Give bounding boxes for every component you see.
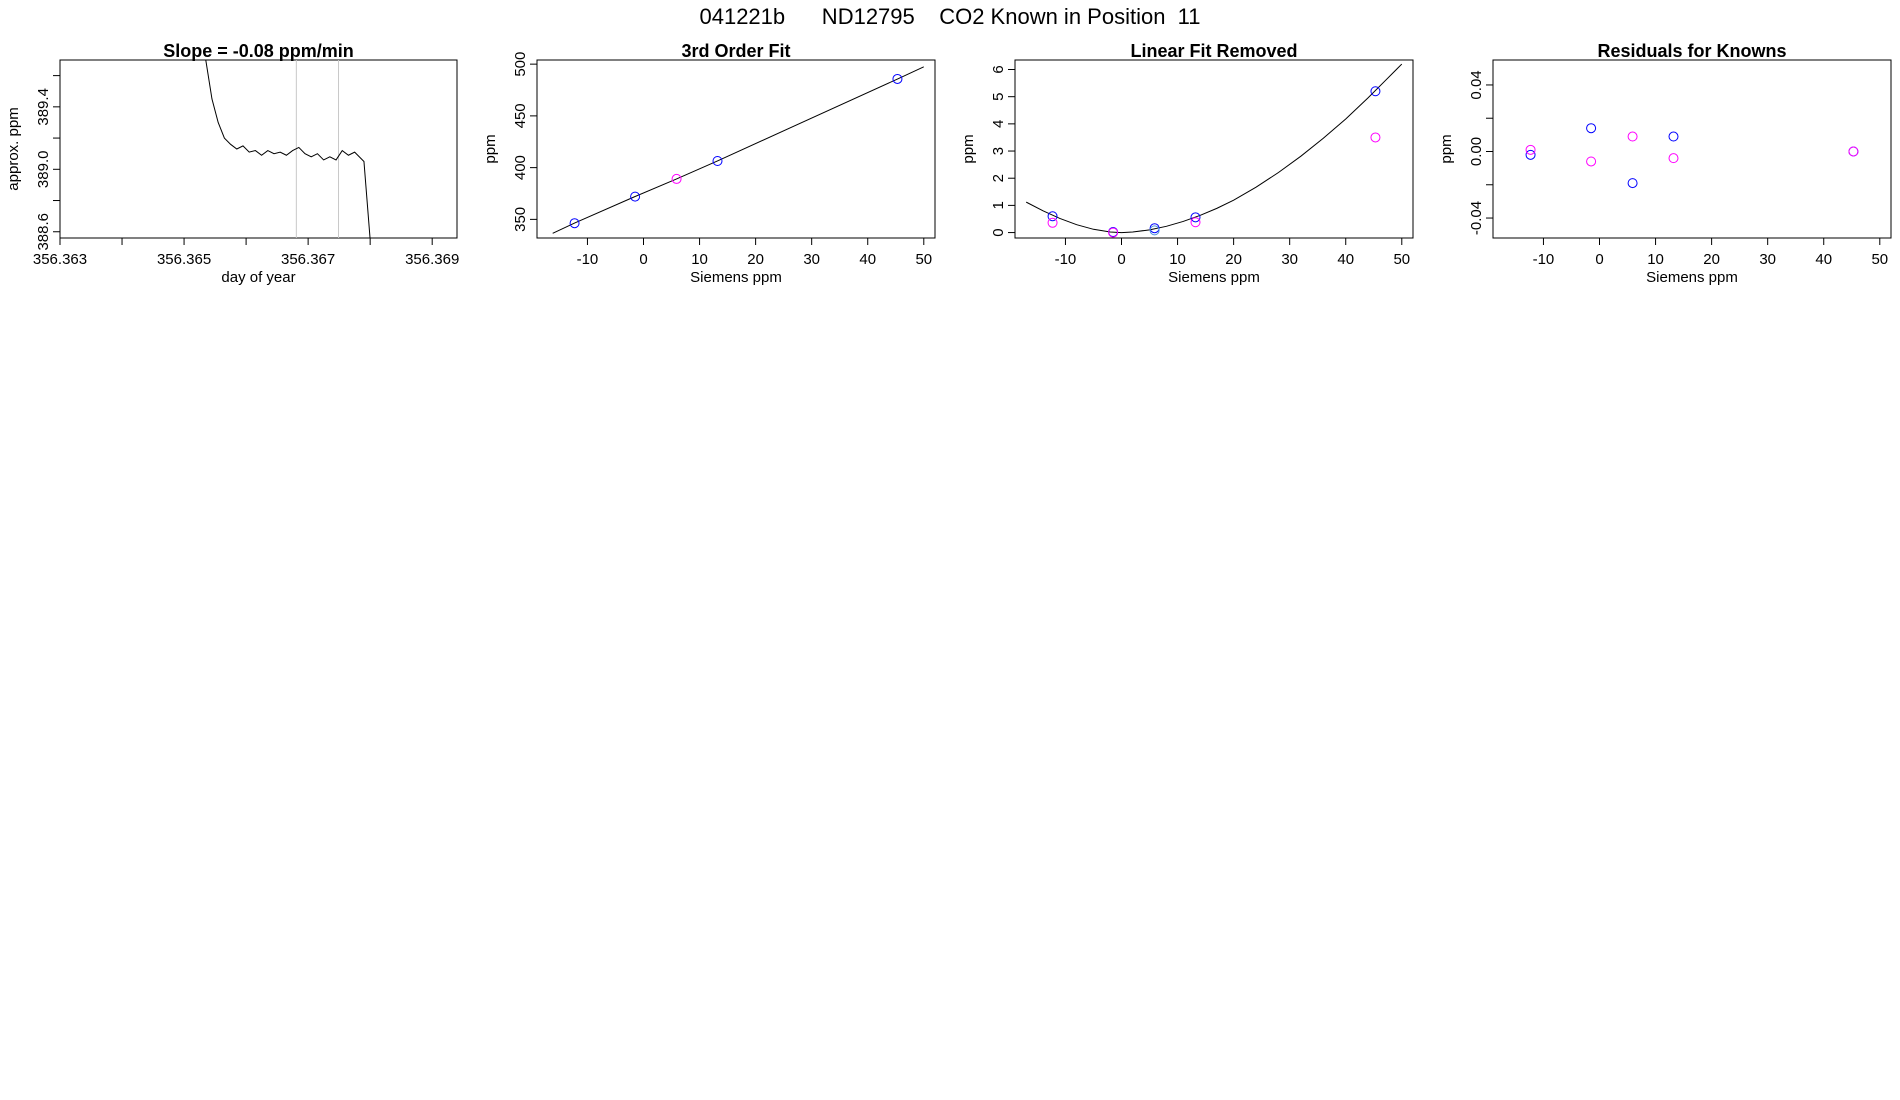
y-axis-label: ppm [960,134,977,163]
y-tick-label: 0 [990,228,1007,236]
y-tick-label: 4 [990,120,1007,128]
plot-data-area [205,60,371,238]
fit-line [1025,63,1403,234]
y-tick-label: 389.0 [35,151,52,189]
x-tick-label: -10 [577,251,599,268]
data-point [1190,217,1201,228]
fit-line [552,66,924,234]
y-tick-label: 3 [990,147,1007,155]
plot-data-area [1525,123,1859,189]
x-tick-label: 356.365 [157,251,211,268]
x-tick-label: 10 [691,251,708,268]
chart-panel-4 [1486,59,1892,245]
x-tick-label: 356.363 [33,251,87,268]
plot-frame [536,59,936,239]
x-tick-label: 356.367 [281,251,335,268]
data-point [712,156,723,167]
data-point [630,191,641,202]
data-point [1370,132,1381,143]
y-tick-label: 0.04 [1468,70,1485,99]
y-tick-label: 500 [512,52,529,77]
panel-title: Residuals for Knowns [1597,41,1786,61]
y-axis-label: approx. ppm [5,107,22,190]
data-point [892,73,903,84]
plot-frame [1014,59,1414,239]
x-tick-label: 20 [1225,251,1242,268]
data-point [1525,144,1536,155]
x-tick-label: 30 [803,251,820,268]
y-tick-label: 450 [512,103,529,128]
x-tick-label: 0 [639,251,647,268]
plot-data-area [552,66,924,234]
x-tick-label: 0 [1595,251,1603,268]
plot-data-area [1025,63,1403,238]
data-point [1525,149,1536,160]
y-tick-label: 400 [512,155,529,180]
data-point [1627,178,1638,189]
x-axis-label: Siemens ppm [1168,269,1260,286]
plot-frame [59,59,458,239]
data-point [1190,212,1201,223]
data-point [1586,123,1597,134]
series-line [205,60,371,238]
panel-title: 3rd Order Fit [681,41,790,61]
data-point [569,218,580,229]
x-tick-label: 10 [1647,251,1664,268]
data-point [1108,227,1119,238]
data-point [1047,211,1058,222]
x-tick-label: 20 [1703,251,1720,268]
x-tick-label: 40 [1337,251,1354,268]
data-point [1149,225,1160,236]
x-axis-label: day of year [221,269,295,286]
y-axis-label: ppm [482,134,499,163]
x-tick-label: 0 [1117,251,1125,268]
panel-title: Slope = -0.08 ppm/min [163,41,354,61]
x-tick-label: 20 [747,251,764,268]
data-point [1668,131,1679,142]
y-tick-label: 389.4 [35,88,52,126]
x-tick-label: 30 [1759,251,1776,268]
y-tick-label: 6 [990,65,1007,73]
y-tick-label: 350 [512,207,529,232]
y-tick-label: -0.04 [1468,201,1485,235]
data-point [1848,146,1859,157]
x-tick-label: 356.369 [405,251,459,268]
plot-frame [1492,59,1892,239]
x-tick-label: 40 [1815,251,1832,268]
y-tick-label: 5 [990,93,1007,101]
y-axis-label: ppm [1438,134,1455,163]
x-tick-label: -10 [1533,251,1555,268]
chart-panel-2 [530,59,936,245]
y-tick-label: 0.00 [1468,137,1485,166]
data-point [1668,153,1679,164]
data-point [1586,156,1597,167]
data-point [1370,86,1381,97]
x-tick-label: 40 [859,251,876,268]
y-tick-label: 2 [990,174,1007,182]
x-tick-label: -10 [1055,251,1077,268]
data-point [1627,131,1638,142]
x-tick-label: 30 [1281,251,1298,268]
y-tick-label: 388.6 [35,213,52,251]
data-point [671,173,682,184]
x-tick-label: 50 [915,251,932,268]
x-tick-label: 50 [1871,251,1888,268]
data-point [1047,217,1058,228]
figure-title: 041221b ND12795 CO2 Known in Position 11 [699,4,1201,29]
chart-panel-1 [53,59,458,245]
x-axis-label: Siemens ppm [690,269,782,286]
x-axis-label: Siemens ppm [1646,269,1738,286]
x-tick-label: 10 [1169,251,1186,268]
chart-panel-3 [1008,59,1414,245]
x-tick-label: 50 [1393,251,1410,268]
y-tick-label: 1 [990,201,1007,209]
panel-title: Linear Fit Removed [1130,41,1297,61]
